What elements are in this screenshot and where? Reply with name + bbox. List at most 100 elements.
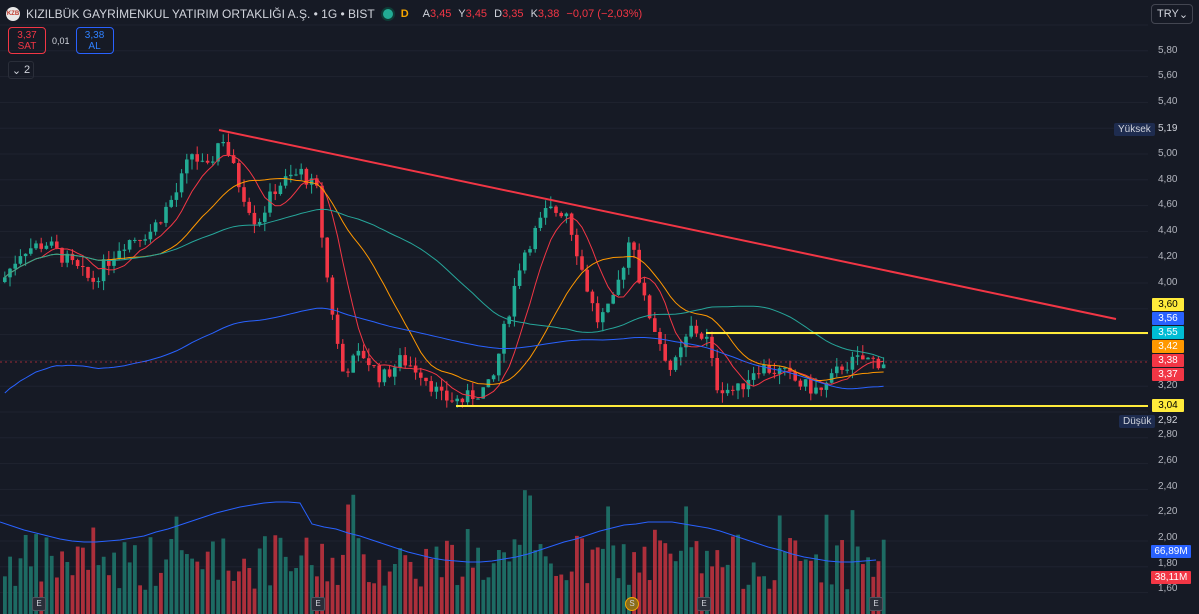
- candle-body: [798, 380, 803, 387]
- candle-body: [3, 277, 7, 282]
- split-event-icon[interactable]: S: [625, 597, 639, 611]
- candle-body: [450, 400, 454, 402]
- volume-bar: [616, 578, 621, 614]
- candle-body: [299, 168, 303, 175]
- volume-bar: [653, 529, 657, 614]
- candle-body: [330, 277, 335, 315]
- candle-body: [803, 379, 808, 387]
- ohlc-high-key: Y: [458, 8, 466, 20]
- volume-bar: [13, 585, 18, 614]
- candle-body: [185, 159, 189, 174]
- candle-body: [606, 303, 610, 313]
- axis-tick: 4,00: [1158, 277, 1178, 288]
- sell-button[interactable]: 3,37 SAT: [8, 27, 46, 54]
- volume-bar: [465, 529, 470, 614]
- spread-value: 0,01: [52, 35, 70, 46]
- candle-body: [710, 336, 714, 359]
- volume-bar: [783, 551, 787, 614]
- volume-bar: [523, 490, 527, 614]
- candle-body: [455, 398, 459, 402]
- volume-bar: [705, 550, 709, 614]
- earnings-event-icon[interactable]: E: [697, 597, 711, 611]
- volume-bar: [455, 585, 460, 614]
- volume-bar: [330, 557, 335, 614]
- axis-tick: 2,40: [1158, 481, 1178, 492]
- indicators-toggle[interactable]: ⌄ 2: [8, 61, 34, 79]
- axis-tick: 1,60: [1158, 583, 1178, 594]
- price-tag-support: 3,04: [1152, 399, 1184, 412]
- candle-body: [684, 336, 688, 348]
- candle-body: [231, 155, 236, 164]
- candle-body: [216, 143, 220, 162]
- volume-bar: [247, 568, 252, 614]
- volume-bar: [153, 585, 158, 614]
- volume-bar: [200, 569, 205, 614]
- candle-body: [107, 259, 111, 266]
- candle-body: [559, 212, 563, 217]
- candle-body: [325, 237, 329, 278]
- candle-body: [679, 347, 683, 358]
- candle-body: [715, 358, 719, 391]
- volume-bar: [491, 563, 496, 614]
- candle-body: [403, 355, 407, 366]
- ohlc-low-value: 3,35: [502, 8, 524, 20]
- candle-body: [205, 160, 210, 163]
- candle-body: [226, 141, 231, 156]
- candle-body: [44, 245, 49, 249]
- candle-body: [65, 253, 69, 263]
- candle-body: [751, 373, 756, 380]
- volume-bar: [169, 539, 174, 614]
- low-value: 2,92: [1158, 415, 1178, 426]
- candle-body: [866, 357, 870, 360]
- earnings-event-icon[interactable]: E: [32, 597, 46, 611]
- volume-bar: [205, 551, 210, 614]
- volume-bar: [221, 538, 226, 614]
- currency-select[interactable]: TRY ⌄: [1151, 4, 1193, 24]
- volume-bar: [746, 584, 751, 614]
- candle-body: [112, 258, 116, 266]
- candle-body: [653, 318, 657, 332]
- candle-body: [367, 358, 371, 366]
- volume-bar: [689, 547, 694, 614]
- candle-body: [434, 386, 439, 392]
- ma-fast-line: [4, 154, 884, 399]
- candle-body: [486, 379, 491, 388]
- volume-bar: [486, 577, 491, 614]
- candle-body: [762, 364, 766, 374]
- volume-bar: [429, 558, 434, 614]
- currency-label: TRY: [1157, 8, 1179, 20]
- candle-body: [590, 291, 595, 304]
- candle-body: [699, 333, 704, 339]
- candle-body: [190, 154, 194, 160]
- candle-body: [13, 263, 17, 269]
- volume-bar: [866, 557, 870, 614]
- earnings-event-icon[interactable]: E: [311, 597, 325, 611]
- candle-body: [465, 390, 470, 403]
- candle-body: [819, 387, 823, 390]
- buy-button[interactable]: 3,38 AL: [75, 27, 114, 54]
- volume-bar: [81, 547, 85, 614]
- symbol-header: KZB KIZILBÜK GAYRİMENKUL YATIRIM ORTAKLI…: [6, 5, 646, 23]
- price-tag-line-3-60: 3,60: [1152, 298, 1184, 311]
- candle-body: [351, 355, 355, 373]
- volume-bar: [190, 558, 194, 614]
- candle-body: [29, 248, 33, 254]
- ohlc-high-value: 3,45: [465, 8, 488, 20]
- ma-slow-line: [4, 208, 884, 359]
- axis-tick: 5,80: [1158, 45, 1178, 56]
- symbol-title[interactable]: KIZILBÜK GAYRİMENKUL YATIRIM ORTAKLIĞI A…: [26, 7, 375, 21]
- volume-bar: [159, 572, 163, 614]
- volume-bar: [148, 537, 153, 614]
- candle-body: [694, 325, 699, 334]
- candle-body: [580, 256, 584, 270]
- volume-bar: [299, 555, 304, 614]
- earnings-event-icon[interactable]: E: [869, 597, 883, 611]
- volume-bar: [575, 535, 579, 614]
- volume-bar: [642, 546, 647, 614]
- candle-body: [736, 383, 740, 391]
- axis-tick: 5,40: [1158, 96, 1178, 107]
- axis-tick: 5,60: [1158, 70, 1178, 81]
- sell-price: 3,37: [17, 30, 37, 41]
- candle-body: [408, 365, 413, 367]
